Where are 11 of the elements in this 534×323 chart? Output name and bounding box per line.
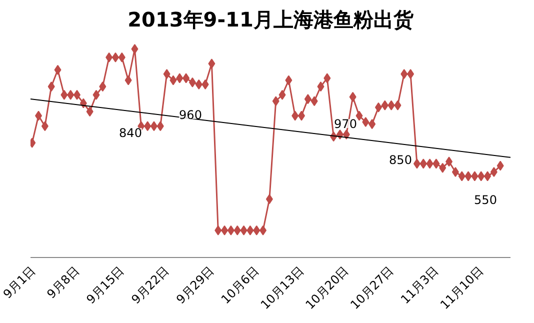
chart-title: 2013年9-11月上海港鱼粉出货 [128,8,414,32]
annotation: 850 [389,153,412,167]
annotation: 960 [179,108,202,122]
x-tick-label: 9月15日 [84,264,127,307]
x-tick-label: 9月1日 [0,264,38,302]
annotation: 840 [119,126,142,140]
x-tick-label: 9月8日 [44,264,82,302]
x-tick-label: 9月29日 [174,264,217,307]
annotation: 550 [474,193,497,207]
x-tick-label: 9月22日 [128,264,172,307]
annotation: 970 [334,117,357,131]
